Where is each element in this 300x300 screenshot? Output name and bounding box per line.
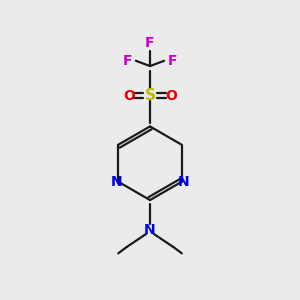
Text: N: N <box>111 175 122 189</box>
Text: S: S <box>145 88 155 103</box>
Text: N: N <box>144 223 156 236</box>
Text: O: O <box>123 88 135 103</box>
Text: F: F <box>145 36 155 50</box>
Text: N: N <box>178 175 189 189</box>
Text: F: F <box>167 54 177 68</box>
Text: O: O <box>165 88 177 103</box>
Text: F: F <box>123 54 133 68</box>
